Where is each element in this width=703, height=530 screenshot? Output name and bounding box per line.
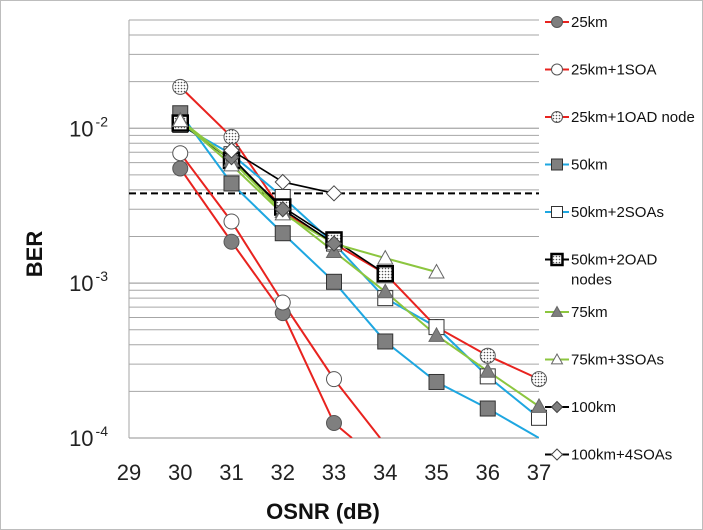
x-tick-label: 35 bbox=[424, 460, 448, 485]
x-tick-label: 37 bbox=[527, 460, 551, 485]
legend-marker bbox=[550, 252, 564, 267]
legend-item: 75km+3SOAs bbox=[545, 352, 664, 369]
legend-item: 100km bbox=[545, 399, 616, 416]
legend-label: 75km bbox=[571, 304, 608, 321]
legend-label: 25km bbox=[571, 14, 608, 31]
legend-item: 25km+1SOA bbox=[545, 62, 656, 79]
data-point bbox=[479, 400, 496, 417]
legend-marker bbox=[551, 111, 563, 123]
legend-label: 50km bbox=[571, 157, 608, 174]
legend-item: 25km bbox=[545, 14, 608, 31]
data-point bbox=[274, 225, 291, 242]
data-point bbox=[428, 263, 445, 279]
legend-label: 50km+2SOAs bbox=[571, 204, 664, 221]
data-point bbox=[479, 362, 497, 378]
data-point bbox=[376, 264, 394, 283]
legend-item: 50km bbox=[545, 157, 608, 174]
legend-label: nodes bbox=[571, 272, 612, 289]
data-point bbox=[223, 128, 240, 145]
legend-label: 75km+3SOAs bbox=[571, 352, 664, 369]
x-tick-label: 30 bbox=[168, 460, 192, 485]
data-point bbox=[223, 213, 240, 230]
x-tick-label: 31 bbox=[219, 460, 243, 485]
data-point bbox=[428, 326, 445, 342]
legend-marker bbox=[551, 16, 563, 28]
legend-marker bbox=[551, 63, 563, 76]
x-tick-label: 34 bbox=[373, 460, 397, 485]
series-line-3 bbox=[179, 112, 539, 438]
data-point bbox=[223, 175, 240, 192]
x-tick-label: 36 bbox=[476, 460, 500, 485]
x-tick-label: 29 bbox=[117, 460, 141, 485]
y-tick-label: 10 -4 bbox=[69, 423, 108, 451]
y-tick-label: 10 -2 bbox=[69, 113, 108, 141]
data-point bbox=[325, 185, 343, 202]
data-point bbox=[172, 145, 189, 162]
data-point bbox=[172, 78, 189, 95]
data-point bbox=[531, 371, 547, 388]
x-tick-label: 33 bbox=[322, 460, 346, 485]
legend-item: 25km+1OAD node bbox=[545, 109, 695, 126]
legend-marker bbox=[551, 158, 563, 171]
data-point bbox=[479, 347, 496, 364]
data-point bbox=[326, 414, 342, 431]
legend: 25km 25km+1SOA 25km+1OAD node 50km 50km+2SOA… bbox=[545, 14, 695, 464]
data-point bbox=[325, 235, 343, 252]
data-point bbox=[326, 273, 342, 290]
data-point bbox=[171, 112, 189, 128]
y-axis-title: BER bbox=[22, 231, 47, 278]
data-point bbox=[326, 371, 342, 388]
data-point bbox=[376, 249, 394, 265]
legend-label: 25km+1OAD node bbox=[571, 109, 695, 126]
data-point bbox=[274, 173, 291, 191]
y-tick-label: 10 -3 bbox=[69, 268, 108, 296]
data-point bbox=[530, 397, 548, 413]
x-axis-title: OSNR (dB) bbox=[266, 499, 380, 524]
data-point bbox=[376, 283, 394, 299]
data-point bbox=[428, 373, 445, 390]
tick-labels: 29 30 31 32 33 34 35 36 37 10-2 10-3 10-4 bbox=[69, 113, 551, 485]
legend-marker bbox=[550, 448, 564, 461]
legend-marker bbox=[551, 206, 563, 218]
legend-marker bbox=[550, 400, 564, 414]
series-line-2 bbox=[179, 86, 539, 381]
legend-label: 100km bbox=[571, 399, 616, 416]
data-point bbox=[172, 160, 189, 177]
legend-marker bbox=[550, 305, 564, 317]
x-tick-label: 32 bbox=[271, 460, 295, 485]
legend-label: 50km+2OAD bbox=[571, 252, 657, 269]
data-point bbox=[223, 142, 240, 159]
legend-item: 50km+2OAD nodes bbox=[545, 252, 657, 289]
legend-label: 100km+4SOAs bbox=[571, 447, 672, 464]
legend-marker bbox=[550, 352, 564, 365]
legend-item: 75km bbox=[545, 304, 608, 321]
legend-item: 50km+2SOAs bbox=[545, 204, 664, 221]
data-point bbox=[274, 201, 291, 218]
legend-item: 100km+4SOAs bbox=[545, 447, 672, 464]
markers-group bbox=[171, 78, 548, 431]
data-point bbox=[223, 233, 240, 250]
legend-label: 25km+1SOA bbox=[571, 62, 656, 79]
data-point bbox=[274, 294, 291, 311]
data-point bbox=[377, 333, 394, 350]
